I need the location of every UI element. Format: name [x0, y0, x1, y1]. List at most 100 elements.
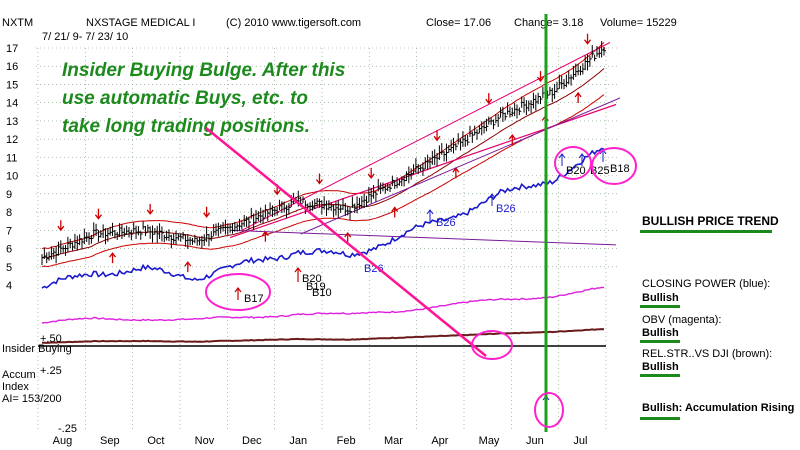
x-tick-label: Mar	[384, 435, 403, 447]
relstr-status: Bullish	[642, 361, 679, 373]
accumulation-histogram	[42, 358, 604, 444]
signal-label: B19	[306, 281, 326, 293]
y-tick-label: 13	[6, 116, 18, 128]
x-axis-labels: Aug Sep Oct Nov Dec Jan Feb Mar Apr May Jun Jul	[53, 435, 588, 447]
buy-arrow	[184, 261, 192, 273]
sell-arrow	[146, 203, 154, 215]
sell-arrow	[367, 167, 375, 179]
y-tick-label: 12	[6, 134, 18, 146]
annotation-line-3: take long trading positions.	[62, 116, 310, 137]
signal-label: B26	[436, 217, 456, 229]
b20-arrow	[294, 267, 302, 282]
sell-arrow	[536, 71, 545, 83]
buy-arrow	[391, 206, 399, 218]
accum-plus25-label: +.25	[40, 365, 62, 377]
buy-arrow	[508, 133, 516, 146]
signal-up-arrows	[426, 149, 607, 406]
obv-title: OBV (magenta):	[642, 314, 721, 326]
accum-average	[42, 384, 604, 413]
y-tick-label: 7	[6, 225, 12, 237]
circle-accum-jun	[534, 392, 564, 428]
upper-band	[41, 42, 605, 250]
header-company: NXSTAGE MEDICAL I	[86, 17, 195, 29]
accum-minus25-label: -.25	[58, 423, 77, 435]
accum-status: Bullish: Accumulation Rising	[642, 402, 794, 414]
sell-arrow	[315, 173, 323, 185]
y-tick-label: 10	[6, 171, 18, 183]
signal-arrow	[426, 209, 434, 222]
annotation-line-1: Insider Buying Bulge. After this	[62, 60, 345, 81]
x-tick-label: May	[479, 435, 500, 447]
obv-line	[41, 286, 605, 324]
circle-b25	[554, 146, 592, 180]
header-symbol: NXTM	[2, 17, 33, 29]
signal-arrow	[488, 193, 496, 206]
sell-arrow	[584, 33, 592, 45]
accum-label: Accum	[2, 369, 36, 381]
y-tick-label: 6	[6, 244, 12, 256]
relstr-title: REL.STR..VS DJI (brown):	[642, 348, 772, 360]
index-label: Index	[2, 381, 29, 393]
y-tick-label: 15	[6, 79, 18, 91]
buy-arrow	[574, 91, 582, 104]
closing-power-status: Bullish	[642, 292, 679, 304]
header-dates: 7/ 21/ 9- 7/ 23/ 10	[42, 31, 128, 43]
signal-arrow	[578, 153, 586, 166]
x-tick-label: Jul	[573, 435, 587, 447]
x-tick-label: Aug	[53, 435, 73, 447]
grid	[36, 47, 620, 432]
y-tick-label: 17	[6, 43, 18, 55]
signal-label: B20	[566, 165, 586, 177]
buy-sell-arrows	[57, 33, 592, 273]
x-tick-label: Sep	[100, 435, 120, 447]
accum-bar	[640, 417, 680, 420]
closing-power-bar	[640, 305, 680, 308]
signal-label: B26	[364, 263, 384, 275]
y-tick-label: 11	[6, 152, 17, 164]
signal-label: B26	[496, 203, 516, 215]
header-copyright: (C) 2010 www.tigersoft.com	[226, 17, 361, 29]
buy-arrow	[344, 231, 352, 244]
signal-label: B10	[312, 287, 332, 299]
y-tick-label: 16	[6, 61, 18, 73]
sell-arrow	[433, 130, 441, 142]
price-bars	[41, 41, 606, 266]
buy-b-arrows	[234, 267, 302, 300]
signal-label: B20	[302, 273, 322, 285]
x-tick-label: Jan	[289, 435, 307, 447]
buy-arrow	[452, 167, 460, 179]
header-volume: Volume= 15229	[600, 17, 677, 29]
ai-label: AI= 153/200	[2, 393, 62, 405]
x-tick-label: Apr	[431, 435, 448, 447]
annotation-line-2: use automatic Buys, etc. to	[62, 88, 308, 109]
highlight-circles	[205, 146, 637, 428]
buy-arrow	[261, 230, 269, 242]
y-tick-label: 8	[6, 207, 12, 219]
signal-label: B18	[610, 163, 630, 175]
y-tick-label: 14	[6, 98, 18, 110]
sell-arrow	[94, 208, 102, 220]
annotation-arrow-line	[205, 127, 487, 357]
sell-arrow	[485, 93, 493, 105]
y-axis-labels: 4 5 6 7 8 9 10 11 12 13 14 15 16 17	[6, 43, 18, 292]
circle-insider-bulge	[471, 330, 513, 360]
x-tick-label: Dec	[242, 435, 262, 447]
lower-band	[41, 94, 605, 268]
x-tick-label: Jun	[526, 435, 544, 447]
x-tick-label: Nov	[195, 435, 215, 447]
signal-arrow	[558, 153, 566, 166]
sell-arrow	[203, 206, 211, 218]
x-tick-label: Feb	[337, 435, 356, 447]
closing-power-line	[41, 147, 605, 289]
insider-buying-label: Insider Buying	[2, 343, 72, 355]
circle-b17	[205, 273, 271, 311]
b17-arrow	[234, 287, 242, 300]
closing-power-title: CLOSING POWER (blue):	[642, 278, 770, 290]
signal-label: B17	[244, 293, 264, 305]
obv-status: Bullish	[642, 327, 679, 339]
sell-arrow	[57, 220, 65, 232]
circle-b18	[591, 147, 637, 185]
trend-bar	[640, 230, 772, 233]
buy-arrow	[109, 252, 117, 264]
y-tick-label: 9	[6, 189, 12, 201]
